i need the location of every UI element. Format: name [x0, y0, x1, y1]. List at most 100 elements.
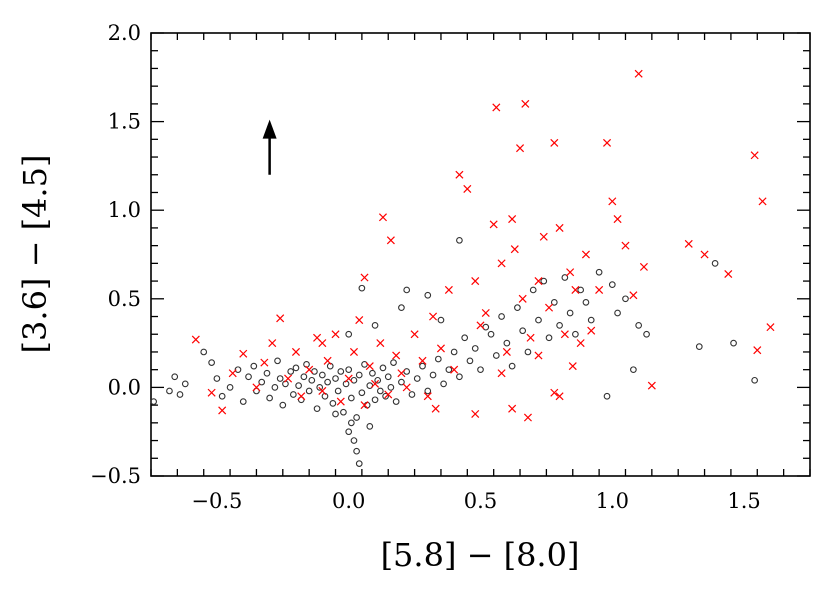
circle-point [308, 376, 316, 384]
cross-point [228, 369, 237, 378]
circle-point [166, 387, 173, 395]
cross-point [595, 285, 604, 294]
cross-point [608, 197, 617, 206]
circle-point [540, 277, 548, 285]
circle-point [608, 281, 616, 288]
data-points [150, 69, 775, 467]
circle-point [577, 286, 585, 294]
circle-point [371, 396, 379, 404]
cross-point [571, 285, 580, 294]
cross-point [545, 303, 554, 312]
circle-point [424, 387, 432, 395]
circle-point [358, 389, 366, 397]
cross-point [323, 356, 332, 365]
circle-point [445, 366, 453, 374]
cross-point [386, 236, 395, 245]
cross-point [455, 170, 464, 179]
cross-point [191, 335, 200, 344]
axis-ticks [150, 32, 811, 477]
circle-point [355, 371, 363, 379]
circle-point [263, 369, 271, 377]
cross-point [766, 323, 775, 332]
circle-point [429, 371, 437, 379]
circle-point [529, 286, 537, 294]
x-tick-label: 0.5 [464, 489, 497, 513]
circle-point [218, 392, 226, 400]
cross-point [534, 351, 543, 360]
y-tick-label: 1.5 [108, 110, 141, 134]
circle-point [508, 362, 516, 370]
circle-point [266, 394, 273, 402]
cross-point [418, 356, 427, 365]
x-tick-label: 0.0 [332, 489, 365, 513]
cross-point [371, 379, 380, 388]
circle-point [450, 348, 458, 356]
arrow-head [262, 119, 277, 139]
circle-point [371, 322, 379, 329]
cross-point [576, 339, 585, 348]
cross-point [336, 397, 345, 406]
circle-point [614, 309, 621, 317]
cross-point [276, 314, 285, 323]
circle-point [176, 391, 184, 398]
circle-point [572, 330, 579, 338]
cross-point [647, 381, 656, 390]
circle-point [150, 398, 157, 405]
x-axis-title: [5.8] − [8.0] [381, 536, 580, 574]
circle-point [355, 460, 363, 467]
circle-point [413, 375, 421, 382]
cross-point [566, 268, 575, 277]
cross-point [378, 213, 387, 222]
cross-point [252, 383, 261, 392]
cross-point [376, 339, 385, 348]
cross-point [502, 347, 511, 356]
circle-point [387, 384, 395, 391]
circle-point [519, 327, 527, 335]
cross-point [634, 69, 643, 78]
cross-point [463, 184, 472, 193]
cross-point [581, 250, 590, 259]
y-tick-label: 0.0 [108, 375, 141, 399]
cross-point [555, 392, 564, 401]
circle-point [595, 268, 603, 276]
cross-point [355, 316, 364, 325]
circle-point [292, 364, 300, 372]
circle-point [181, 380, 189, 388]
circle-point [582, 298, 590, 306]
circle-point [419, 362, 426, 370]
circle-point [487, 330, 495, 338]
cross-point [700, 250, 709, 259]
cross-point [360, 401, 369, 410]
circle-point [382, 392, 389, 400]
circle-point [379, 364, 387, 372]
cross-point [218, 406, 227, 415]
circle-point [279, 401, 287, 409]
cross-point [349, 347, 358, 356]
cross-point [331, 330, 340, 339]
cross-point [492, 103, 501, 112]
circle-point [403, 286, 411, 294]
circle-point [369, 369, 376, 377]
circle-point [524, 348, 532, 356]
circle-point [226, 384, 234, 391]
cross-point [429, 312, 438, 321]
cross-point [392, 351, 401, 360]
circle-point [376, 387, 384, 395]
circle-point [300, 373, 308, 381]
x-tick-label: 1.5 [727, 489, 760, 513]
cross-point [476, 321, 485, 330]
circle-point [561, 274, 569, 281]
x-tick-label: −0.5 [191, 489, 242, 513]
cross-point [516, 144, 525, 153]
circle-point [477, 366, 484, 374]
x-tick-label: 1.0 [596, 489, 629, 513]
circle-point [287, 368, 295, 375]
circle-point [398, 304, 405, 312]
cross-point [639, 262, 648, 271]
cross-point [521, 99, 530, 108]
circle-point [545, 334, 553, 342]
cross-point [305, 365, 314, 374]
circle-point [751, 376, 758, 384]
circle-point [271, 384, 279, 391]
circle-point [276, 375, 284, 382]
